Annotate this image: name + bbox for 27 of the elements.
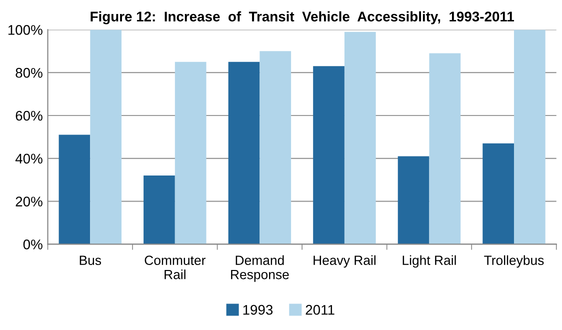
bar: [313, 66, 344, 244]
legend-label: 1993: [243, 304, 273, 315]
bar: [482, 143, 514, 244]
x-tick-label: Trolleybus: [484, 255, 544, 268]
bar: [429, 53, 461, 244]
y-tick-label: 40%: [15, 154, 42, 164]
x-tick-label: Bus: [80, 256, 102, 266]
bar: [260, 51, 292, 244]
x-tick-label: Light Rail: [402, 255, 456, 268]
x-tick-label: Heavy Rail: [314, 255, 376, 268]
bar: [514, 30, 546, 244]
y-tick-label: 20%: [16, 196, 42, 206]
legend-label: 2011: [306, 304, 334, 315]
bar: [174, 62, 206, 244]
bar: [228, 62, 260, 244]
y-tick-label: 80%: [16, 68, 42, 78]
bar: [398, 156, 430, 244]
bar: [58, 134, 90, 244]
y-tick-label: 0%: [23, 240, 42, 250]
chart-title: Figure 12: Increase of Transit Vehicle Accessiblity, 1993-2011: [90, 11, 514, 24]
y-tick-label: 100%: [8, 25, 42, 35]
x-tick-label: Demand Response: [231, 255, 289, 282]
bar: [144, 176, 175, 244]
bar: [90, 30, 122, 244]
y-tick-label: 60%: [16, 110, 42, 121]
x-tick-label: Commuter Rail: [144, 256, 206, 280]
bar: [344, 32, 376, 244]
